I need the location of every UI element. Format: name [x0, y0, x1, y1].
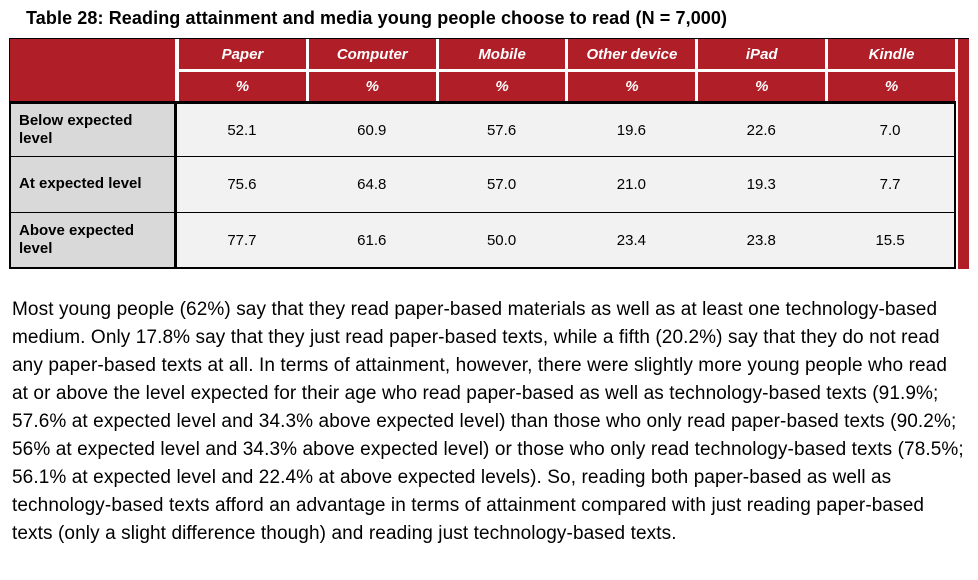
cell-below-other-device: 19.6: [566, 101, 697, 157]
column-header-other-device: Other device: [568, 39, 696, 69]
column-header-paper: Paper: [179, 39, 306, 69]
unit-cell-mobile: %: [438, 72, 566, 101]
column-header-ipad: iPad: [698, 39, 826, 69]
row-label-below-expected: Below expected level: [9, 101, 177, 157]
column-header-mobile: Mobile: [438, 39, 566, 69]
commentary-paragraph: Most young people (62%) say that they re…: [12, 299, 964, 544]
cell-at-mobile: 57.0: [436, 157, 567, 213]
red-edge-strip: [957, 39, 969, 269]
cell-at-other-device: 21.0: [566, 157, 697, 213]
unit-cell-other-device: %: [568, 72, 696, 101]
cell-at-ipad: 19.3: [696, 157, 827, 213]
cell-at-paper: 75.6: [177, 157, 307, 213]
cell-at-kindle: 7.7: [826, 157, 956, 213]
unit-cell-kindle: %: [828, 72, 955, 101]
cell-above-mobile: 50.0: [436, 213, 567, 269]
cell-above-kindle: 15.5: [826, 213, 956, 269]
attainment-media-table: Paper Computer Mobile Other device iPad …: [9, 38, 969, 269]
cell-above-ipad: 23.8: [696, 213, 827, 269]
cell-above-other-device: 23.4: [566, 213, 697, 269]
row-label-above-expected: Above expected level: [9, 213, 177, 269]
cell-at-computer: 64.8: [306, 157, 437, 213]
unit-cell-computer: %: [308, 72, 436, 101]
column-header-computer: Computer: [308, 39, 436, 69]
unit-cell-ipad: %: [698, 72, 826, 101]
cell-above-computer: 61.6: [306, 213, 437, 269]
cell-below-mobile: 57.6: [436, 101, 567, 157]
table-corner-cell: [9, 39, 175, 101]
table-title: Table 28: Reading attainment and media y…: [26, 8, 728, 28]
cell-below-computer: 60.9: [306, 101, 437, 157]
column-header-kindle: Kindle: [828, 39, 955, 69]
cell-below-ipad: 22.6: [696, 101, 827, 157]
cell-above-paper: 77.7: [177, 213, 307, 269]
cell-below-kindle: 7.0: [826, 101, 956, 157]
row-label-at-expected: At expected level: [9, 157, 177, 213]
unit-cell-paper: %: [179, 72, 306, 101]
cell-below-paper: 52.1: [177, 101, 307, 157]
